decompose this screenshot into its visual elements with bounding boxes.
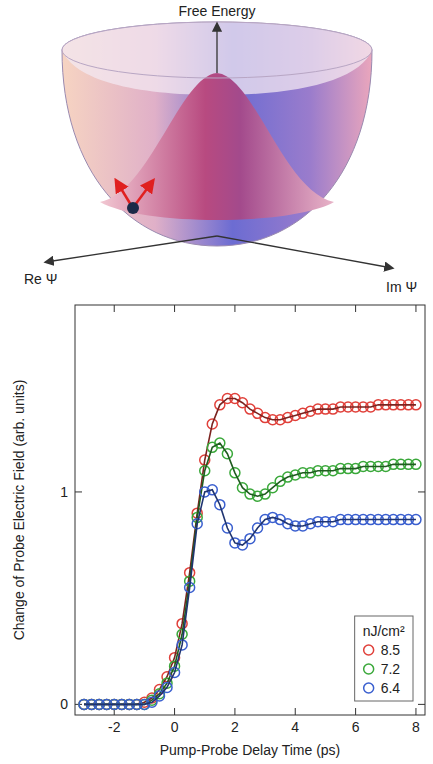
legend-box [355, 616, 413, 701]
x-tick [415, 708, 416, 715]
re-axis [46, 236, 217, 262]
x-tick-top [355, 305, 356, 312]
x-tick-top [295, 305, 296, 312]
y-tick-right [418, 704, 425, 705]
y-tick-label: 1 [60, 484, 68, 500]
x-axis-title: Pump-Probe Delay Time (ps) [160, 742, 341, 758]
legend-title: nJ/cm² [363, 623, 405, 639]
y-tick-label: 0 [60, 696, 68, 712]
x-tick-label: 0 [171, 719, 179, 735]
legend-marker [364, 683, 374, 693]
x-tick-label: 4 [291, 719, 299, 735]
legend-label: 6.4 [381, 680, 401, 696]
chart: -2 0 2 4 6 8 0 1 Pump-Probe Delay Time (ps) Chang… [11, 305, 425, 758]
legend: nJ/cm² 8.5 7.2 6.4 [355, 616, 413, 701]
x-tick-top [415, 305, 416, 312]
plot-data [79, 393, 421, 709]
x-tick-top [114, 305, 115, 312]
y-tick [75, 491, 82, 492]
x-tick-label: -2 [108, 719, 121, 735]
legend-marker [364, 645, 374, 655]
fit-line [84, 490, 416, 705]
x-tick-top [174, 305, 175, 312]
fit-line [84, 398, 416, 704]
re-label: Re Ψ [24, 271, 57, 287]
free-energy-axis [216, 24, 217, 73]
y-tick-right [418, 491, 425, 492]
y-axis-title: Change of Probe Electric Field (arb. uni… [11, 380, 27, 641]
free-energy-label: Free Energy [178, 3, 255, 19]
illustration: Free Energy Re Ψ Im Ψ [24, 3, 417, 295]
x-tick [295, 708, 296, 715]
x-tick [234, 708, 235, 715]
plot-frame [75, 305, 425, 715]
x-tick [355, 708, 356, 715]
figure: Free Energy Re Ψ Im Ψ -2 0 2 4 6 8 0 1 Pump-Probe D… [0, 0, 433, 764]
legend-label: 7.2 [381, 661, 401, 677]
bowl-surface [62, 22, 372, 246]
x-tick-top [234, 305, 235, 312]
state-ball [127, 202, 139, 214]
central-hump [100, 73, 334, 220]
fluctuation-arrow [135, 182, 152, 205]
im-axis [217, 236, 392, 268]
rim [62, 22, 372, 78]
legend-label: 8.5 [381, 642, 401, 658]
legend-marker [364, 664, 374, 674]
x-tick-label: 6 [352, 719, 360, 735]
fluctuation-arrow [117, 182, 131, 205]
x-tick [174, 708, 175, 715]
im-label: Im Ψ [386, 279, 417, 295]
x-tick-label: 8 [412, 719, 420, 735]
x-tick-label: 2 [231, 719, 239, 735]
fit-line [84, 443, 416, 704]
